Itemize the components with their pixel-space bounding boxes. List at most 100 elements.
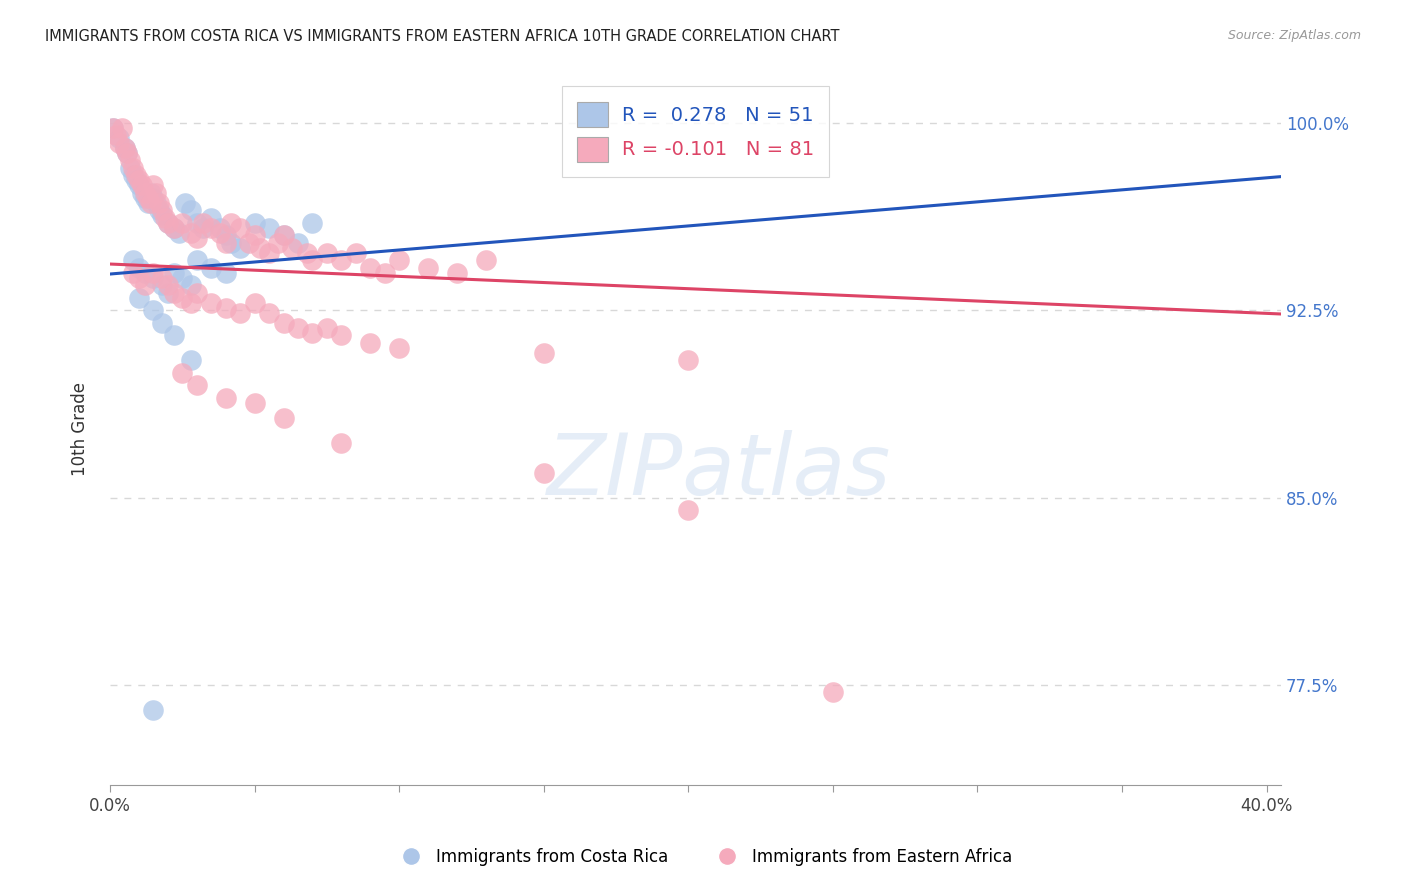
Point (215, 235, 238, 250)
Point (150, 208, 173, 222)
Point (208, 226, 231, 240)
Point (163, 285, 186, 300)
Point (150, 270, 173, 285)
Point (142, 178, 165, 193)
Point (156, 278, 179, 293)
Point (186, 216, 208, 230)
Point (243, 295, 266, 310)
Point (122, 161, 145, 175)
Point (229, 306, 252, 320)
Point (163, 220, 186, 235)
Point (117, 145, 139, 160)
Point (148, 203, 170, 218)
Point (180, 278, 202, 293)
Point (156, 216, 179, 230)
Point (131, 178, 153, 193)
Point (330, 253, 353, 268)
Point (128, 260, 150, 275)
Point (186, 285, 208, 300)
Point (215, 266, 238, 280)
Point (186, 378, 208, 392)
Point (388, 253, 411, 268)
Point (273, 228, 295, 243)
Point (139, 186, 162, 200)
Point (257, 306, 280, 320)
Point (114, 141, 136, 155)
Point (316, 320, 339, 334)
Point (821, 685, 844, 699)
Point (150, 316, 173, 330)
Point (257, 220, 280, 235)
Point (142, 191, 165, 205)
Point (134, 266, 156, 280)
Point (142, 270, 165, 285)
Point (191, 216, 214, 230)
Point (229, 220, 252, 235)
Point (200, 220, 222, 235)
Point (191, 220, 214, 235)
Point (145, 186, 167, 200)
Point (243, 228, 266, 243)
Point (114, 141, 136, 155)
Point (273, 410, 295, 425)
Point (295, 245, 318, 260)
Point (273, 316, 295, 330)
Point (200, 260, 222, 275)
Point (101, 120, 124, 135)
Point (139, 195, 162, 210)
Point (446, 266, 468, 280)
Point (359, 260, 381, 275)
Point (117, 145, 139, 160)
Point (134, 186, 156, 200)
Point (136, 195, 159, 210)
Point (229, 241, 252, 255)
Point (150, 278, 173, 293)
Point (134, 191, 156, 205)
Point (416, 260, 439, 275)
Point (344, 245, 367, 260)
Point (172, 291, 194, 305)
Point (125, 169, 148, 183)
Point (163, 266, 186, 280)
Point (148, 195, 170, 210)
Point (238, 235, 260, 250)
Point (301, 326, 323, 340)
Point (243, 395, 266, 409)
Point (208, 220, 231, 235)
Point (174, 195, 197, 210)
Point (330, 435, 353, 450)
Point (267, 235, 290, 250)
Point (215, 391, 238, 405)
Point (215, 301, 238, 315)
Point (180, 295, 202, 310)
Point (120, 161, 142, 175)
Legend: R =  0.278   N = 51, R = -0.101   N = 81: R = 0.278 N = 51, R = -0.101 N = 81 (561, 87, 830, 178)
Point (163, 220, 186, 235)
Point (273, 228, 295, 243)
Point (150, 203, 173, 218)
Point (169, 226, 191, 240)
Text: ZIPatlas: ZIPatlas (547, 430, 891, 513)
Point (374, 266, 396, 280)
Point (533, 466, 555, 480)
Point (180, 226, 202, 240)
Point (678, 353, 700, 368)
Point (172, 216, 194, 230)
Text: Source: ZipAtlas.com: Source: ZipAtlas.com (1227, 29, 1361, 42)
Point (186, 231, 208, 245)
Point (215, 228, 238, 243)
Point (145, 195, 167, 210)
Point (221, 235, 243, 250)
Point (287, 235, 309, 250)
Point (163, 328, 186, 343)
Point (128, 270, 150, 285)
Point (200, 295, 222, 310)
Point (301, 216, 323, 230)
Point (156, 285, 179, 300)
Point (287, 320, 309, 334)
Point (153, 211, 176, 225)
Point (180, 353, 202, 368)
Point (128, 173, 150, 187)
Point (678, 503, 700, 517)
Point (533, 345, 555, 359)
